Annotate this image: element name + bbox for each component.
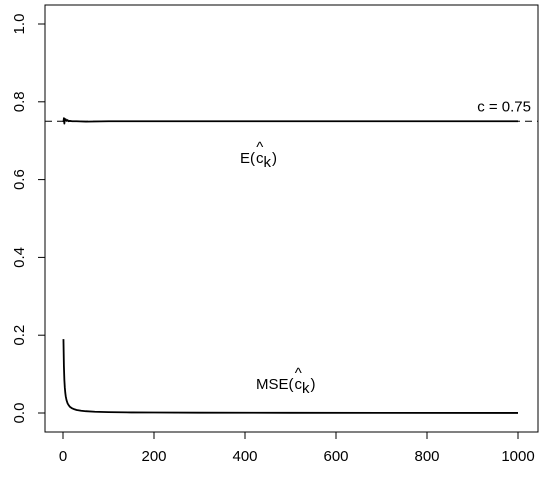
y-tick-label: 0.4: [11, 247, 28, 268]
x-tick-label: 200: [141, 448, 166, 465]
series-label-hat: ^: [295, 365, 302, 382]
y-tick-label: 0.8: [11, 91, 28, 112]
series-label-symbol: c: [256, 150, 264, 167]
y-tick-label: 0.6: [11, 169, 28, 190]
series-label-prefix: MSE(: [256, 376, 294, 393]
series-label-subscript: k: [302, 380, 310, 397]
reference-line-label: c = 0.75: [477, 98, 531, 115]
y-tick-label: 1.0: [11, 14, 28, 35]
series-label-mse: MSE(c^k): [256, 365, 316, 397]
series-label-hat: ^: [256, 139, 263, 156]
x-axis: 0 200 400 600 800 1000: [59, 432, 535, 465]
series-label-prefix: E(: [240, 150, 255, 167]
series-label-suffix: ): [311, 376, 316, 393]
series-label-subscript: k: [264, 154, 272, 171]
x-tick-label: 400: [232, 448, 257, 465]
x-tick-label: 1000: [501, 448, 534, 465]
series-line-expectation: [62, 117, 518, 125]
plot-marks: [45, 117, 538, 414]
x-tick-label: 0: [59, 448, 67, 465]
series-label-expectation: E(c^k): [240, 139, 277, 171]
y-tick-label: 0.2: [11, 325, 28, 346]
plot-frame: [44, 4, 539, 433]
series-label-symbol: c: [295, 376, 303, 393]
series-line-mse: [62, 339, 519, 414]
series-labels: c = 0.75E(c^k)MSE(c^k): [240, 98, 531, 397]
y-axis: 0.0 0.2 0.4 0.6 0.8 1.0: [11, 14, 45, 424]
y-tick-label: 0.0: [11, 403, 28, 424]
series-label-suffix: ): [272, 150, 277, 167]
x-tick-label: 600: [323, 448, 348, 465]
x-tick-label: 800: [414, 448, 439, 465]
